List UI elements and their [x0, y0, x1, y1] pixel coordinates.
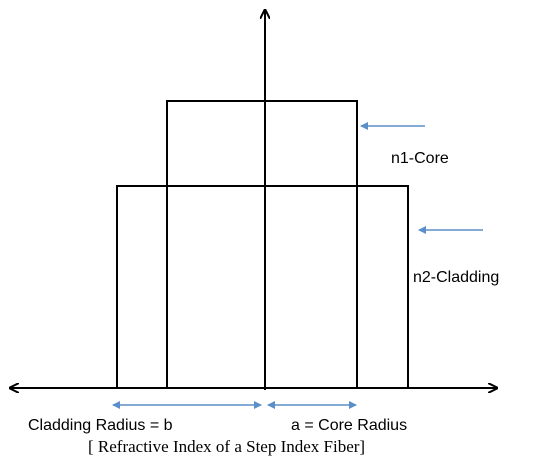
caption: [ Refractive Index of a Step Index Fiber… — [88, 437, 365, 456]
cladding-radius-label: Cladding Radius = b — [28, 417, 173, 434]
core-radius-label: a = Core Radius — [291, 417, 407, 434]
core-step — [166, 100, 358, 388]
cladding-step — [116, 185, 409, 388]
core-label: n1-Core — [391, 150, 449, 167]
cladding-label: n2-Cladding — [413, 269, 499, 286]
